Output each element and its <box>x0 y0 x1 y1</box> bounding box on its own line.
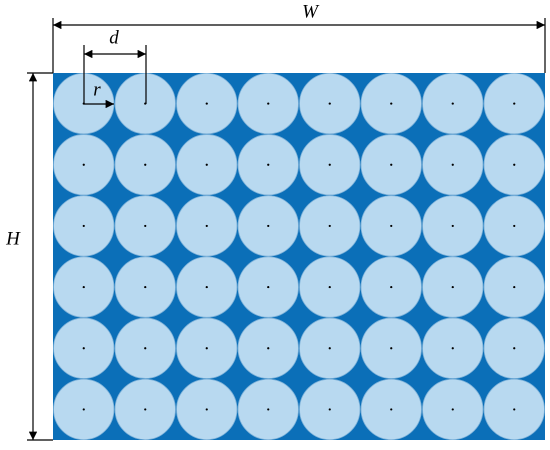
fiber-center <box>205 408 208 411</box>
fiber-center <box>144 163 147 166</box>
fiber-center <box>328 408 331 411</box>
fiber-center <box>267 285 270 289</box>
fiber-center <box>513 347 516 350</box>
fiber-center <box>513 408 516 411</box>
fiber-center <box>451 224 454 228</box>
height-label: H <box>5 228 21 249</box>
fiber-center <box>205 102 208 105</box>
fiber-center <box>390 224 393 228</box>
fiber-center <box>82 224 85 228</box>
fiber-center <box>82 285 85 289</box>
spacing-label: d <box>109 27 119 48</box>
fiber-center <box>267 102 270 105</box>
fiber-center <box>513 102 516 105</box>
fiber-center <box>205 163 208 166</box>
fiber-center <box>513 163 516 166</box>
fiber-center <box>82 408 85 411</box>
fiber-center <box>328 224 331 228</box>
fiber-center <box>205 347 208 350</box>
fiber-center <box>451 347 454 350</box>
fiber-center <box>82 347 85 350</box>
fiber-center <box>451 285 454 289</box>
fiber-center <box>205 224 208 228</box>
radius-label: r <box>93 79 101 100</box>
fiber-center <box>390 163 393 166</box>
fiber-center <box>328 285 331 289</box>
fiber-center <box>328 347 331 350</box>
fiber-center <box>205 285 208 289</box>
fiber-center <box>267 408 270 411</box>
circle-grid <box>53 72 545 441</box>
fiber-center <box>144 224 147 228</box>
fiber-center <box>328 102 331 105</box>
fiber-center <box>267 224 270 228</box>
fiber-center <box>390 408 393 411</box>
fiber-center <box>267 163 270 166</box>
width-label: W <box>302 1 320 22</box>
fiber-center <box>267 347 270 350</box>
fiber-center <box>513 285 516 289</box>
fiber-center <box>451 163 454 166</box>
plate <box>53 73 545 440</box>
fiber-center <box>390 285 393 289</box>
fiber-center <box>451 408 454 411</box>
fiber-center <box>390 347 393 350</box>
fiber-center <box>390 102 393 105</box>
fiber-center <box>82 163 85 166</box>
fiber-center <box>144 408 147 411</box>
fiber-center <box>451 102 454 105</box>
fiber-center <box>513 224 516 228</box>
fiber-center <box>144 347 147 350</box>
fiber-center <box>144 285 147 289</box>
fiber-center <box>328 163 331 166</box>
